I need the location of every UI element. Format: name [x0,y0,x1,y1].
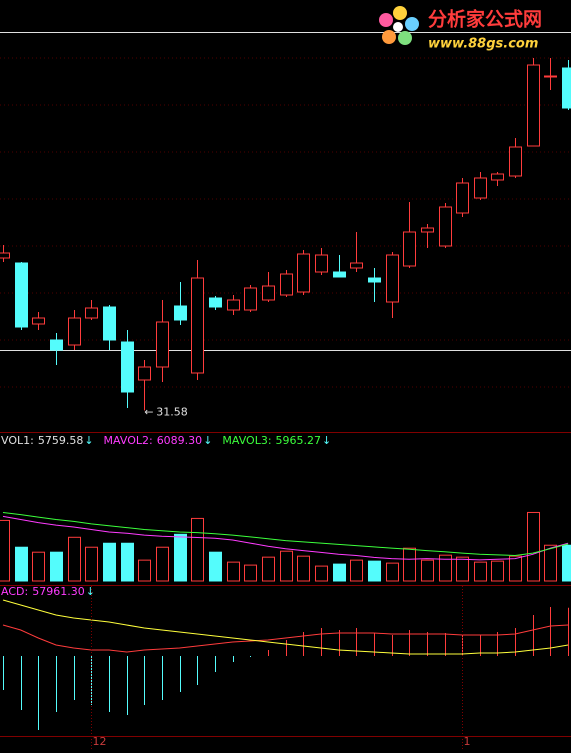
volume-bar [245,565,257,581]
candle-body [192,278,204,373]
legend-value: 5965.27 [276,434,322,447]
candle-body [422,228,434,232]
volume-bar [404,548,416,581]
logo-petal [405,17,419,31]
volume-bar [192,518,204,581]
volume-bar [316,566,328,581]
legend-arrow: ↓ [86,585,95,598]
legend-arrow: ↓ [203,434,212,447]
candle-body [51,340,63,350]
candle-body [440,207,452,246]
candle-body [210,298,222,307]
volume-bar [0,520,10,581]
candle-body [369,278,381,282]
candle-body [33,318,45,324]
volume-bar [545,545,557,581]
volume-bar [104,543,116,581]
volume-bar [263,557,275,581]
volume-bar [16,547,28,581]
candle-body [245,288,257,310]
volume-bar [122,543,134,581]
volume-bar [369,561,381,581]
volume-bar [210,552,222,581]
volume-bar [422,560,434,581]
candle-body [228,300,240,310]
legend-name: MAVOL2: [104,434,153,447]
candle-body [281,274,293,295]
candle-body [86,308,98,318]
candle-body [351,263,363,268]
candle-body [404,232,416,266]
candle-body [316,255,328,272]
candle-body [334,272,346,277]
legend-name: ACD: [1,585,28,598]
logo-petal [398,31,412,45]
x-tick-label: 1 [464,735,471,748]
legend-arrow: ↓ [84,434,93,447]
volume-bar [351,560,363,581]
legend-arrow: ↓ [322,434,331,447]
volume-bar [387,563,399,581]
volume-bar [33,552,45,581]
logo-petal [379,13,393,27]
candle-body [175,306,187,320]
x-tick-label: 12 [93,735,107,748]
volume-bar [492,561,504,581]
legend-value: 6089.30 [157,434,203,447]
volume-bar [69,537,81,581]
candle-body [69,318,81,345]
candle-body [387,255,399,302]
candle-body [139,367,151,380]
candle-body [528,65,540,146]
volume-bar [157,547,169,581]
legend-name: MAVOL3: [222,434,271,447]
candle-body [457,183,469,213]
volume-bar [528,512,540,581]
candle-body [0,253,10,258]
candle-body [492,174,504,180]
legend-name: VOL1: [1,434,34,447]
candle-body [298,254,310,292]
volume-bar [334,564,346,581]
logo-center [393,22,403,32]
candle-body [157,322,169,367]
candle-body [122,342,134,392]
candle-body [475,178,487,198]
volume-bar [298,556,310,581]
logo-petal [382,30,396,44]
logo-petal [393,6,407,20]
watermark-title: 分析家公式网 [428,8,542,31]
candle-body [563,68,571,108]
watermark-url: www.88gs.com [428,37,538,52]
volume-bar [139,560,151,581]
volume-bar [510,556,522,581]
volume-bar [563,545,571,581]
candle-body [263,286,275,300]
low-arrow: ← [144,405,153,418]
legend-value: 57961.30 [32,585,85,598]
candle-body [510,147,522,176]
candle-body [545,76,557,77]
volume-bar [457,557,469,581]
volume-bar [51,552,63,581]
volume-bar [228,562,240,581]
volume-bar [281,551,293,581]
candle-body [104,307,116,340]
low-label: 31.58 [156,405,188,418]
volume-bar [475,562,487,581]
volume-bar [175,534,187,581]
volume-bar [86,547,98,581]
candle-body [16,263,28,327]
legend-value: 5759.58 [38,434,84,447]
